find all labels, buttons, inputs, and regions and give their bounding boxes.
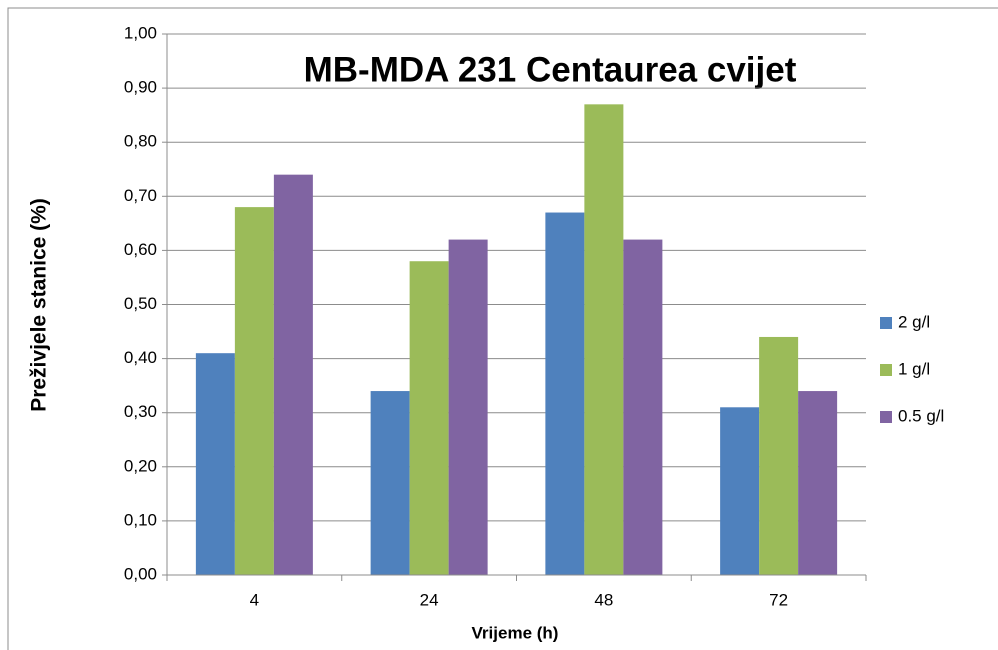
y-tick-label: 0,80 [124, 132, 157, 151]
x-tick-label: 72 [769, 590, 788, 609]
legend-label: 1 g/l [898, 359, 930, 378]
y-tick-label: 0,20 [124, 456, 157, 475]
bar [370, 391, 410, 575]
legend-swatch [880, 364, 892, 376]
bar [273, 174, 313, 575]
y-tick-label: 0,90 [124, 78, 157, 97]
bar [448, 239, 488, 575]
bar [409, 261, 449, 575]
legend-swatch [880, 317, 892, 329]
bar [545, 212, 585, 575]
y-tick-label: 1,00 [124, 23, 157, 42]
y-tick-label: 0,40 [124, 348, 157, 367]
legend-swatch [880, 411, 892, 423]
y-axis-label: Preživjele stanice (%) [28, 198, 51, 412]
bar [195, 353, 235, 575]
x-tick-label: 48 [594, 590, 613, 609]
y-tick-label: 0,50 [124, 294, 157, 313]
chart-title: MB-MDA 231 Centaurea cvijet [304, 50, 797, 89]
bar [720, 407, 760, 575]
y-tick-label: 0,70 [124, 186, 157, 205]
x-tick-label: 24 [420, 590, 439, 609]
bar [623, 239, 663, 575]
x-tick-label: 4 [250, 590, 259, 609]
legend-label: 0.5 g/l [898, 406, 944, 425]
y-tick-label: 0,10 [124, 510, 157, 529]
y-tick-label: 0,30 [124, 402, 157, 421]
bar [798, 391, 838, 575]
x-axis-label: Vrijeme (h) [472, 623, 559, 642]
y-tick-label: 0,60 [124, 240, 157, 259]
legend-label: 2 g/l [898, 312, 930, 331]
bar [584, 104, 624, 575]
chart-frame [7, 7, 998, 650]
bar [234, 207, 274, 575]
bar [759, 336, 799, 575]
y-tick-label: 0,00 [124, 564, 157, 583]
